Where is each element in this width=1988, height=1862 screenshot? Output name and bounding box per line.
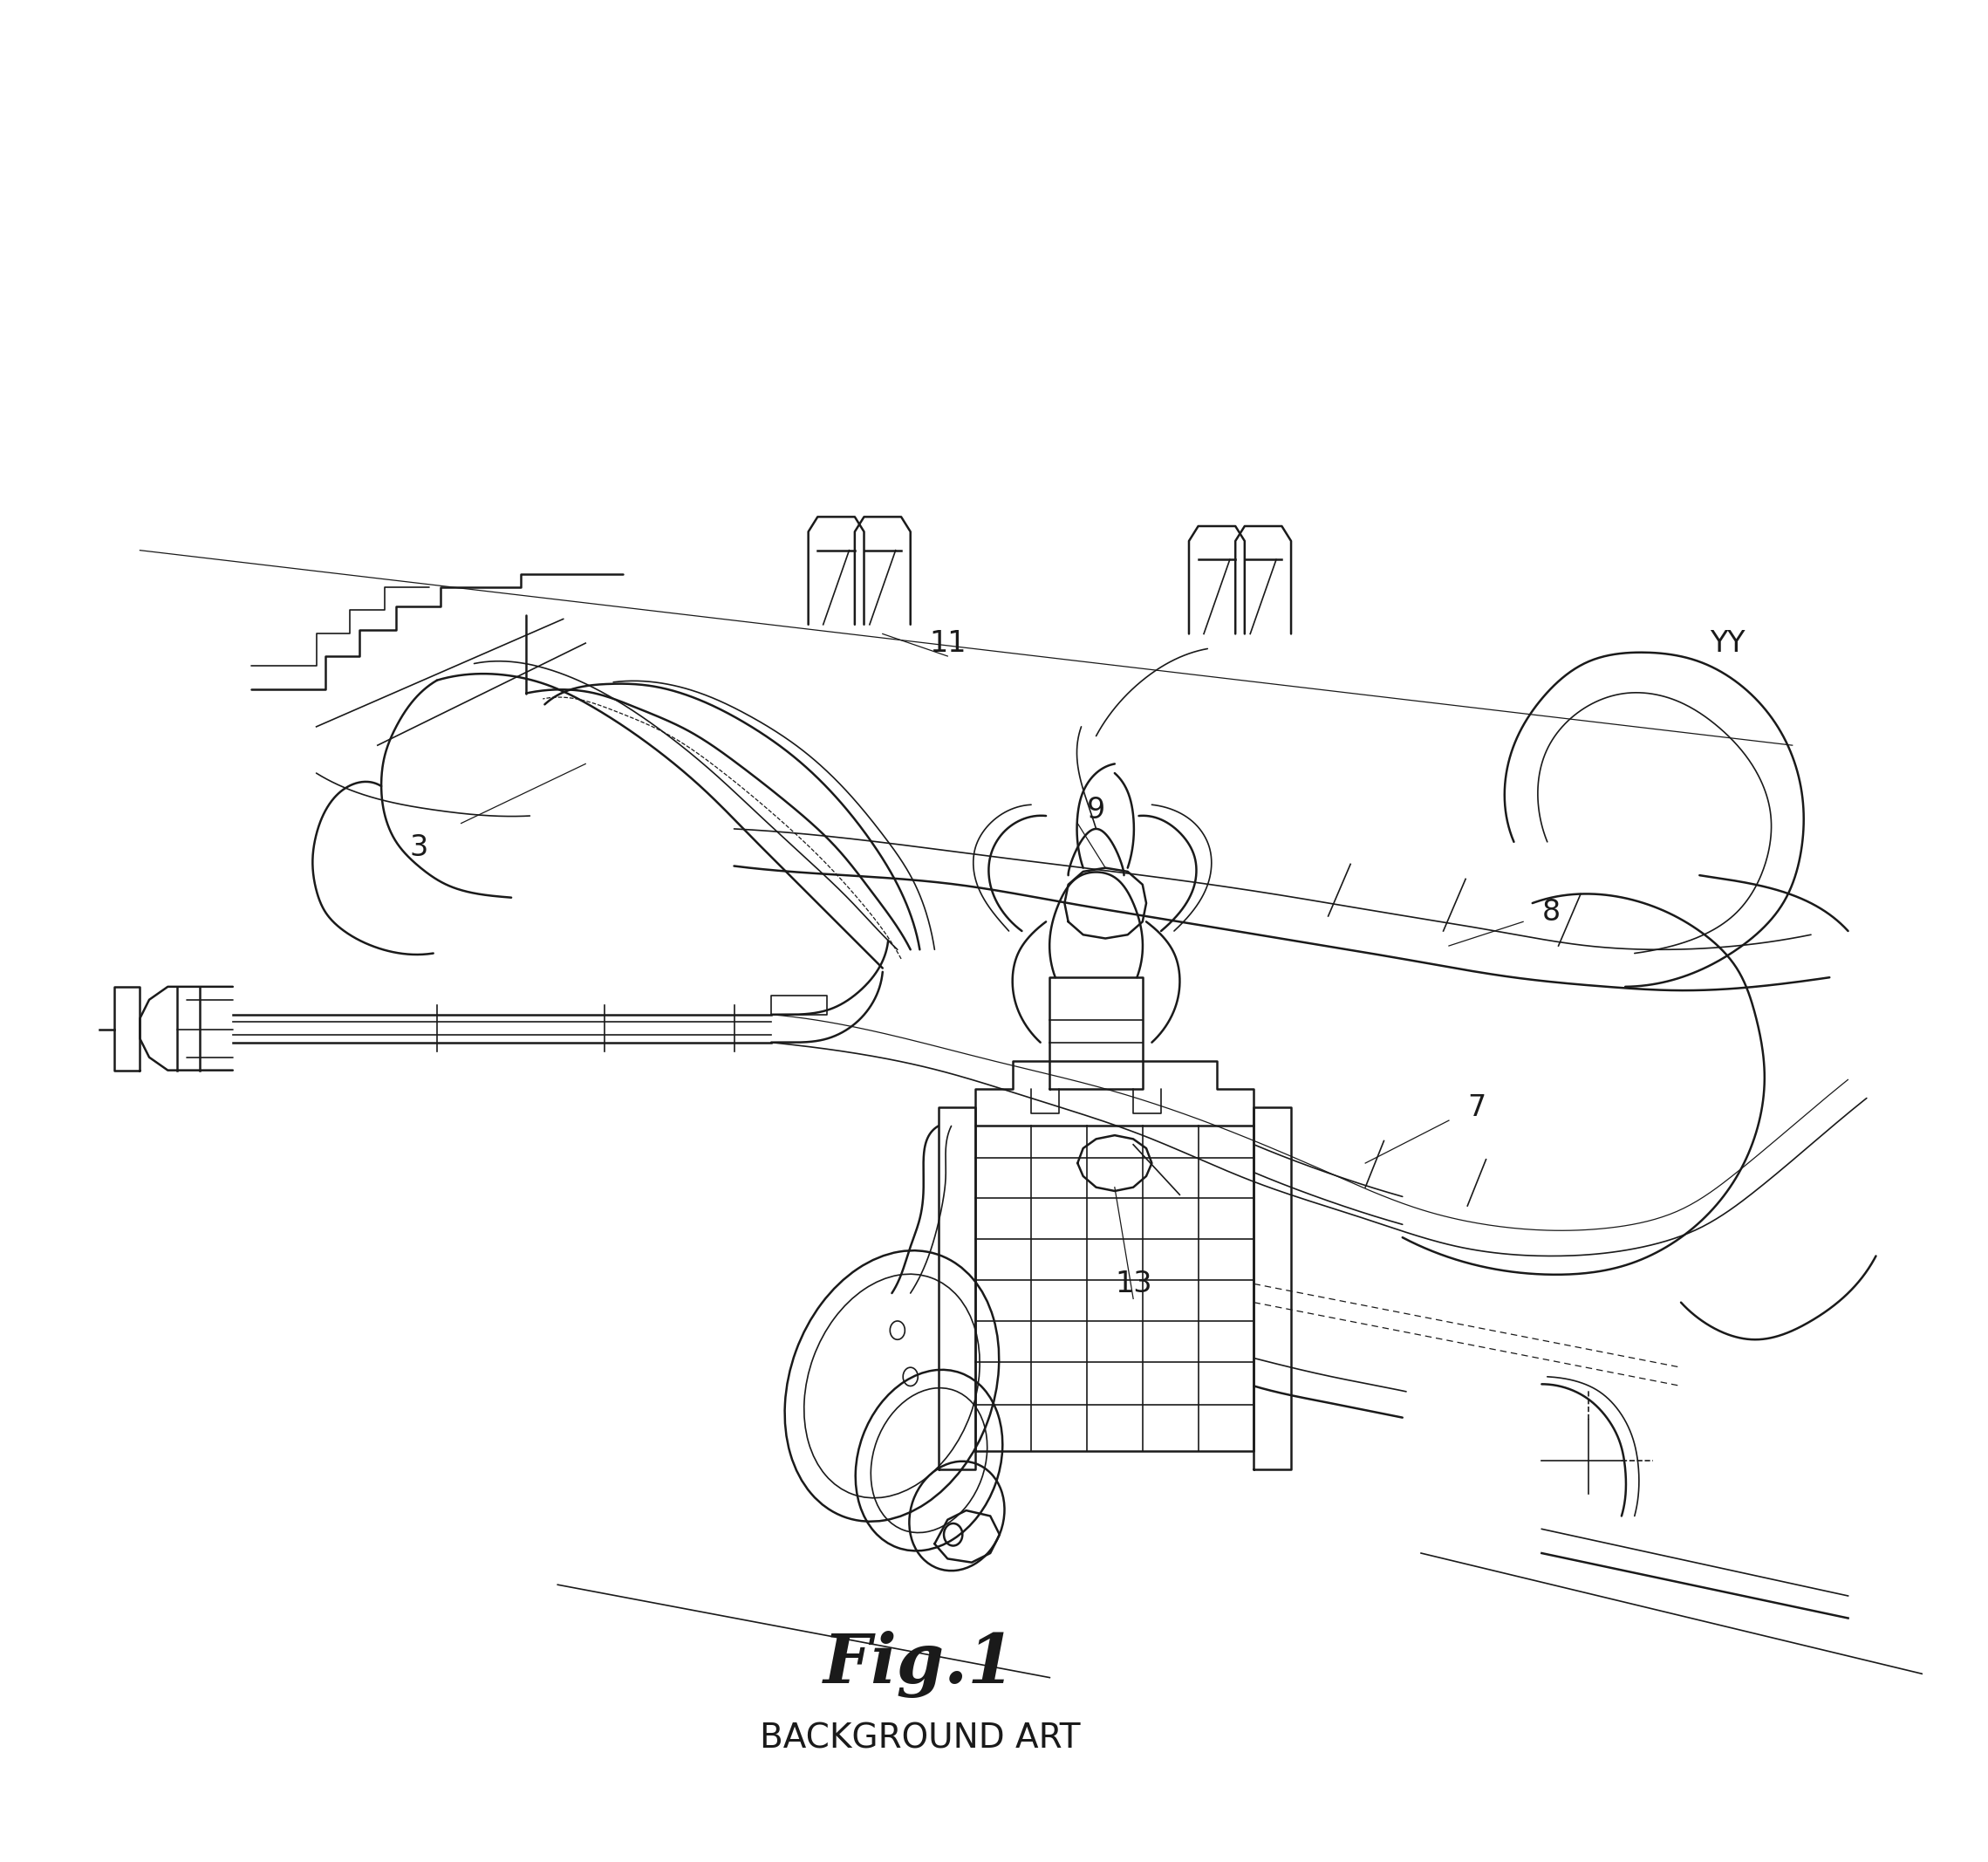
Text: 9: 9 (1087, 795, 1105, 825)
Text: 7: 7 (1467, 1093, 1485, 1121)
Text: 3: 3 (410, 832, 427, 862)
Text: 8: 8 (1543, 897, 1561, 927)
Text: 13: 13 (1115, 1270, 1151, 1298)
Text: YY: YY (1710, 629, 1745, 657)
Text: 11: 11 (928, 629, 966, 657)
Text: BACKGROUND ART: BACKGROUND ART (759, 1722, 1079, 1756)
Text: Fig.1: Fig.1 (823, 1631, 1016, 1698)
